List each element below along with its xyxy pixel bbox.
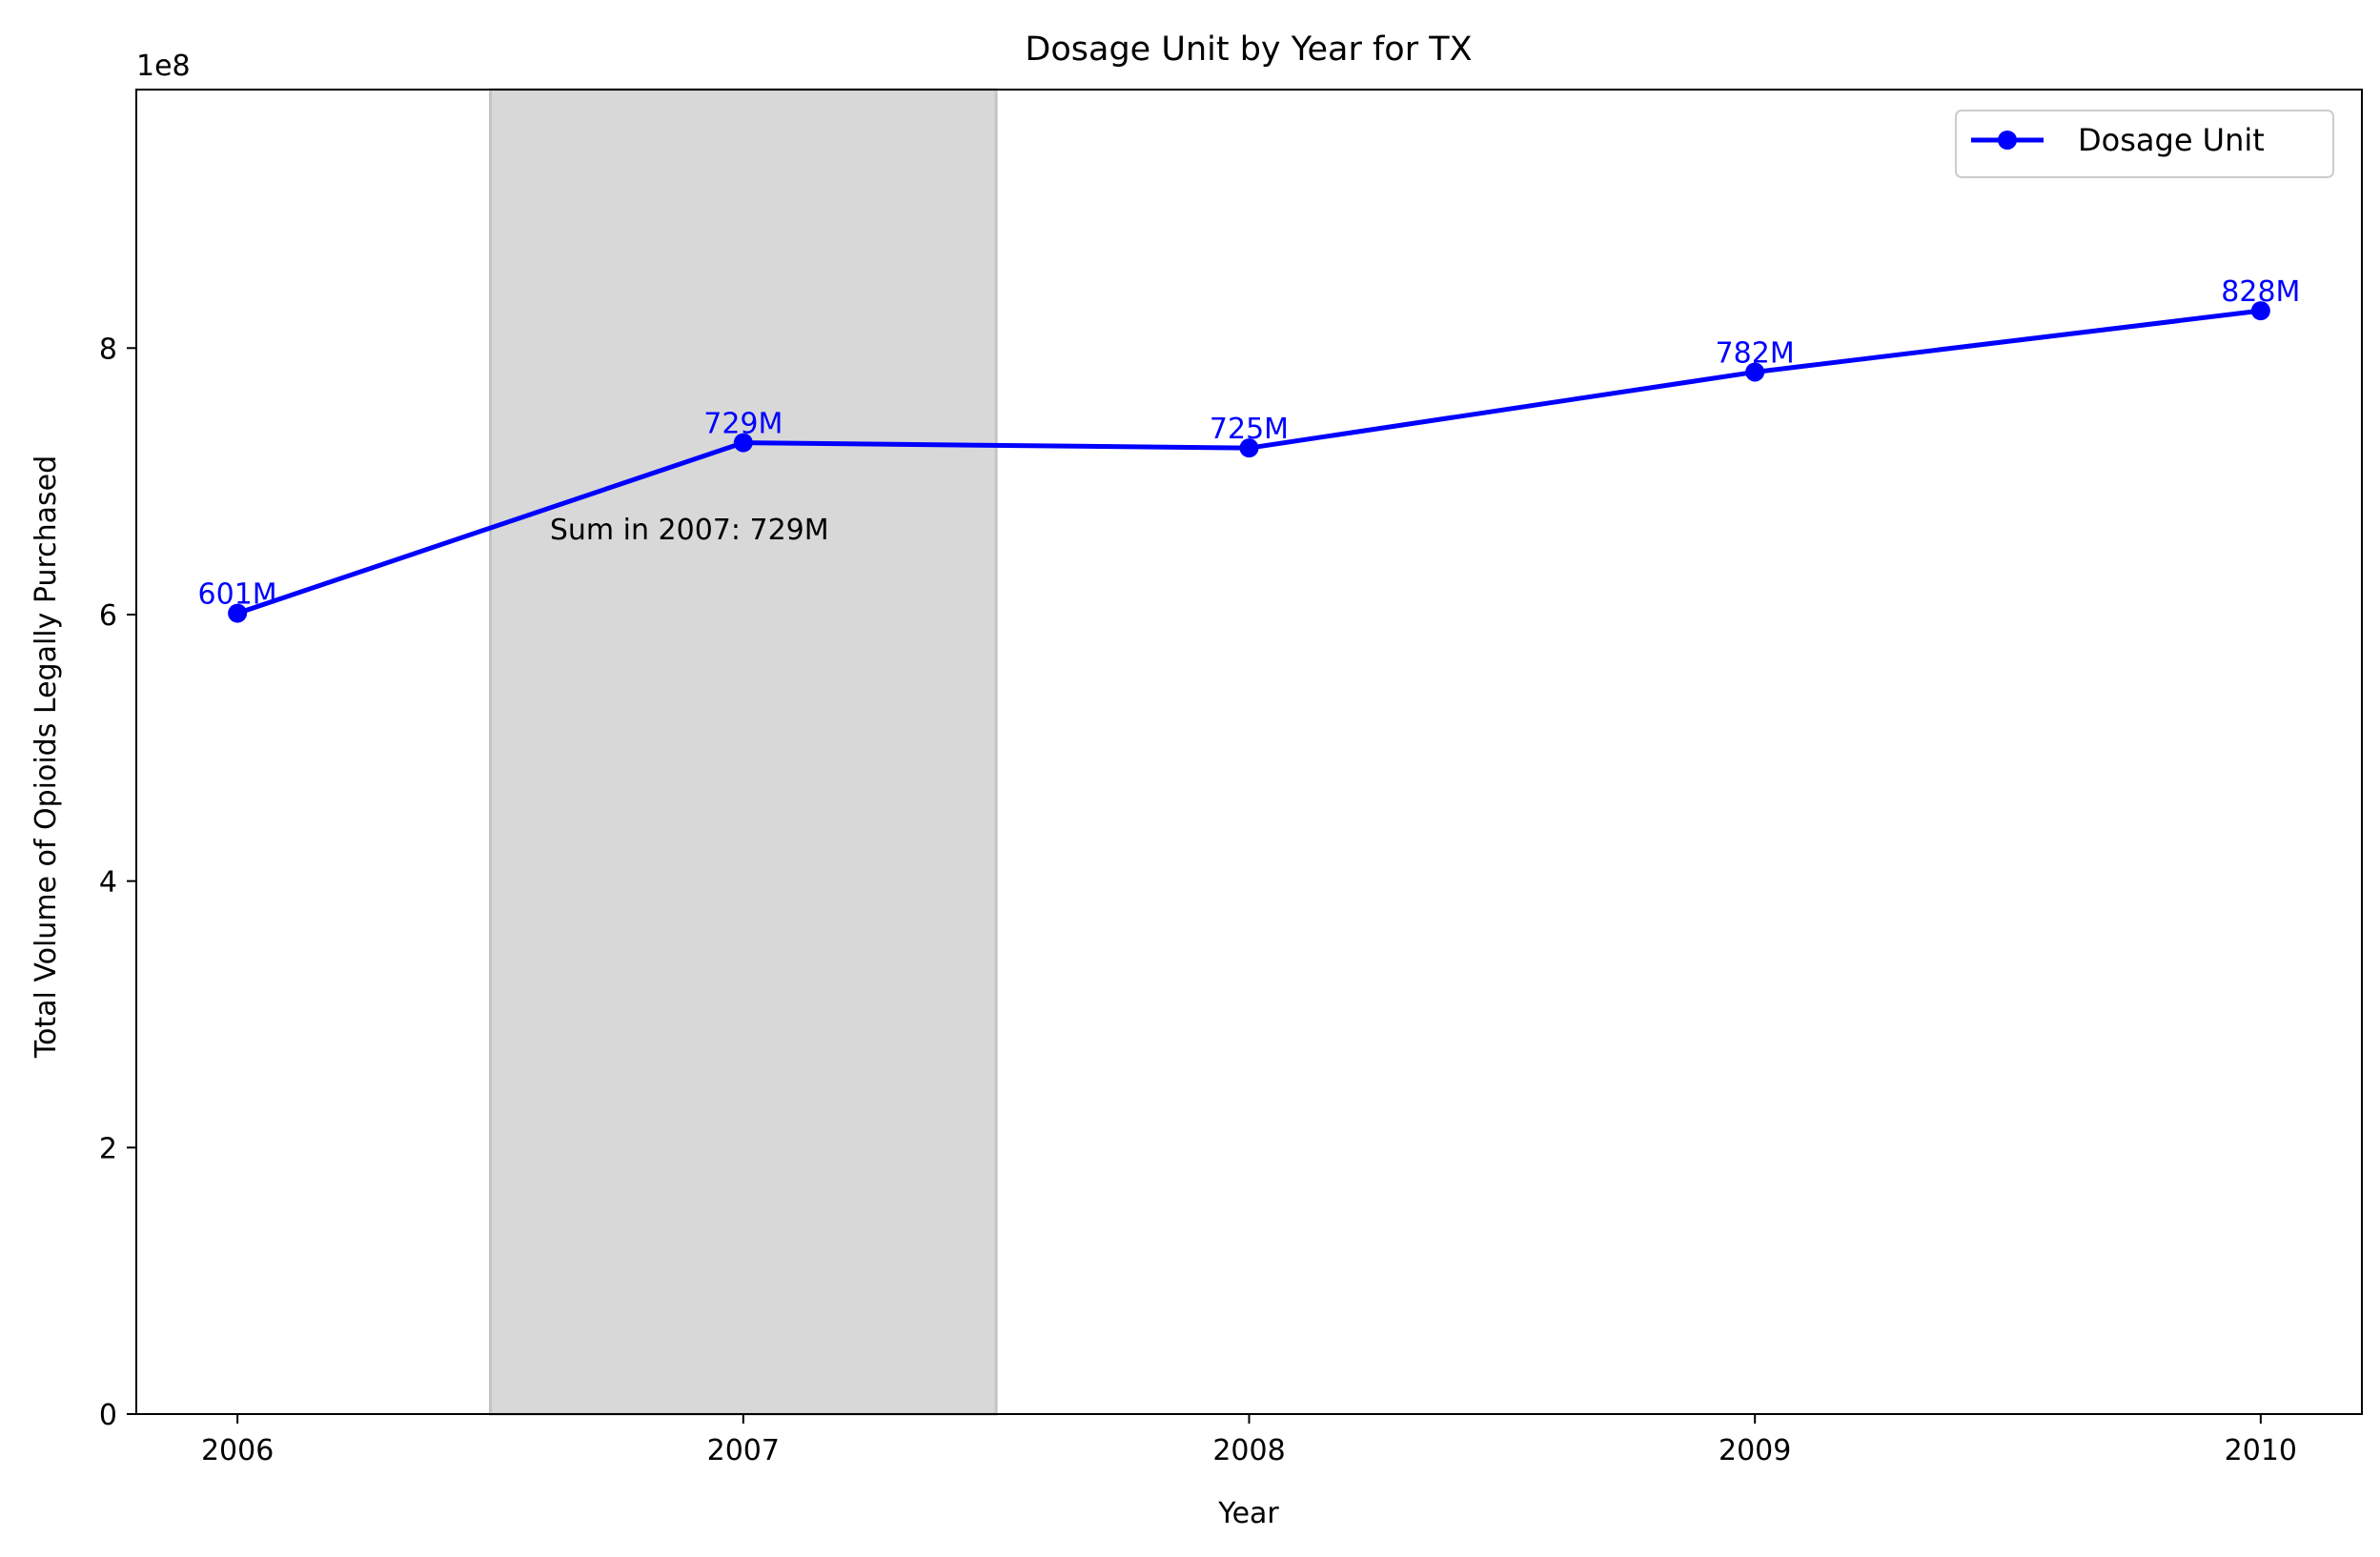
label-layer: 601M 729M 725M 782M 828M — [198, 275, 2301, 611]
axes-layer: 2006 2007 2008 2009 2010 0 2 4 6 8 — [99, 89, 2363, 1467]
y-tick-label: 4 — [99, 866, 117, 900]
y-tick-label: 8 — [99, 333, 117, 366]
data-label: 782M — [1716, 336, 1795, 370]
legend-label: Dosage Unit — [2078, 122, 2265, 158]
data-point — [228, 603, 248, 623]
x-tick-label: 2008 — [1212, 1434, 1285, 1467]
legend-box — [1955, 110, 2334, 178]
data-point — [733, 433, 753, 453]
x-tick-label: 2006 — [201, 1434, 274, 1467]
data-point — [1239, 438, 1259, 458]
series-layer — [228, 301, 2270, 623]
data-label: 828M — [2221, 275, 2300, 309]
y-axis-label: Total Volume of Opioids Legally Purchase… — [30, 455, 63, 1059]
x-tick-label: 2007 — [707, 1434, 780, 1467]
y-offset-label: 1e8 — [136, 50, 191, 83]
x-tick-label: 2009 — [1719, 1434, 1791, 1467]
legend-marker — [1998, 131, 2017, 150]
legend: Dosage Unit — [1955, 110, 2334, 178]
x-axis-label: Year — [1217, 1497, 1279, 1530]
chart-title: Dosage Unit by Year for TX — [1025, 30, 1472, 69]
data-point — [1745, 362, 1765, 382]
x-tick-label: 2010 — [2225, 1434, 2297, 1467]
data-label: 601M — [198, 578, 277, 612]
data-point — [2250, 301, 2270, 321]
y-tick-label: 2 — [99, 1132, 117, 1165]
data-label: 729M — [703, 408, 783, 441]
y-tick-label: 6 — [99, 599, 117, 633]
data-label: 725M — [1210, 413, 1289, 446]
highlight-band-layer — [488, 88, 998, 1416]
y-tick-label: 0 — [99, 1399, 117, 1432]
highlight-band — [488, 88, 998, 1416]
band-annotation: Sum in 2007: 729M — [550, 514, 829, 547]
